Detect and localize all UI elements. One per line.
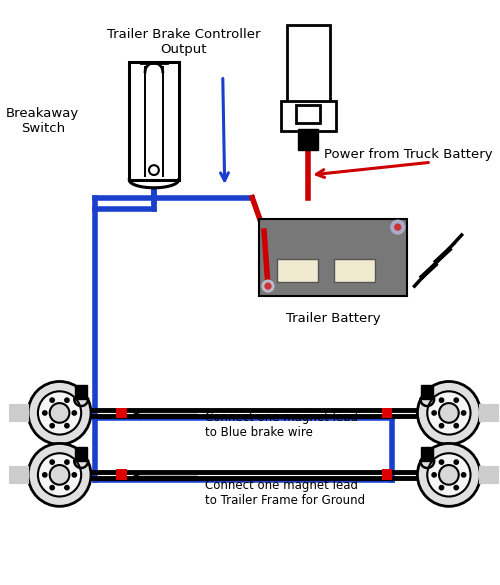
Circle shape — [28, 443, 91, 507]
Bar — [130, 62, 178, 180]
Circle shape — [50, 465, 70, 485]
Text: Connect one magnet lead
to Blue brake wire: Connect one magnet lead to Blue brake wi… — [205, 411, 358, 439]
Text: Connect one magnet lead
to Trailer Frame for Ground: Connect one magnet lead to Trailer Frame… — [205, 479, 365, 507]
Circle shape — [462, 473, 466, 477]
Circle shape — [440, 424, 444, 428]
Circle shape — [462, 411, 466, 415]
Bar — [422, 448, 433, 461]
Circle shape — [28, 381, 91, 445]
Circle shape — [65, 398, 69, 402]
Circle shape — [65, 460, 69, 464]
Circle shape — [50, 398, 54, 402]
Circle shape — [440, 398, 444, 402]
Circle shape — [65, 424, 69, 428]
Circle shape — [38, 391, 81, 435]
Circle shape — [72, 411, 76, 415]
Bar — [10, 467, 28, 483]
Bar — [286, 25, 330, 103]
Bar — [116, 408, 127, 418]
Bar — [382, 408, 392, 418]
Circle shape — [50, 486, 54, 490]
Circle shape — [432, 473, 436, 477]
Circle shape — [42, 411, 47, 415]
Circle shape — [38, 453, 81, 497]
Bar — [382, 470, 392, 480]
Bar — [10, 405, 28, 421]
Text: Trailer Battery: Trailer Battery — [286, 312, 380, 325]
Bar — [281, 101, 336, 131]
Circle shape — [439, 465, 458, 485]
Circle shape — [149, 165, 159, 175]
Circle shape — [427, 391, 470, 435]
Bar — [422, 386, 433, 399]
Circle shape — [65, 486, 69, 490]
Bar — [277, 259, 318, 282]
Text: Trailer Brake Controller
Output: Trailer Brake Controller Output — [106, 28, 260, 56]
Text: Power from Truck Battery: Power from Truck Battery — [324, 148, 492, 161]
Circle shape — [439, 403, 458, 423]
Circle shape — [42, 473, 47, 477]
Circle shape — [454, 424, 458, 428]
Circle shape — [265, 283, 271, 289]
Text: Breakaway
Switch: Breakaway Switch — [6, 107, 80, 135]
Circle shape — [262, 280, 274, 292]
Bar — [259, 219, 406, 296]
Circle shape — [440, 486, 444, 490]
Bar — [480, 405, 498, 421]
Bar — [116, 470, 127, 480]
Bar — [76, 448, 87, 461]
Bar — [298, 129, 318, 150]
Circle shape — [50, 460, 54, 464]
Bar — [76, 386, 87, 399]
Circle shape — [427, 453, 470, 497]
Circle shape — [395, 224, 400, 230]
Circle shape — [418, 443, 480, 507]
Circle shape — [432, 411, 436, 415]
Circle shape — [454, 486, 458, 490]
Bar — [334, 259, 375, 282]
Circle shape — [454, 398, 458, 402]
Circle shape — [418, 381, 480, 445]
Circle shape — [50, 403, 70, 423]
Circle shape — [454, 460, 458, 464]
Circle shape — [391, 220, 404, 234]
Circle shape — [440, 460, 444, 464]
Circle shape — [72, 473, 76, 477]
Bar — [296, 105, 320, 123]
Bar — [480, 467, 498, 483]
Circle shape — [50, 424, 54, 428]
